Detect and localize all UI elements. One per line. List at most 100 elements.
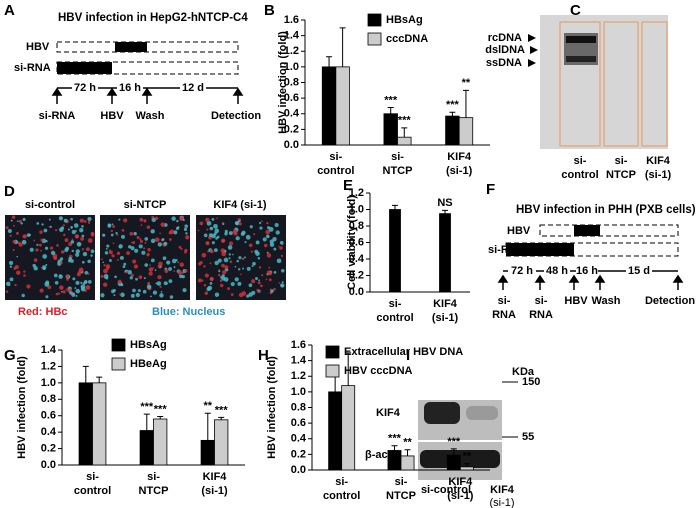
duration: 72 h <box>511 265 533 277</box>
band-label: rcDNA <box>488 32 522 44</box>
speckle <box>127 269 132 275</box>
event: RNA <box>529 309 553 321</box>
speckle <box>42 254 48 259</box>
label-bg <box>180 81 206 95</box>
speckle <box>260 284 263 288</box>
speckle <box>75 294 78 297</box>
event: si- <box>535 295 548 307</box>
speckle <box>168 279 173 284</box>
speckle <box>12 240 17 244</box>
speckle <box>117 279 122 284</box>
speckle <box>35 248 39 252</box>
speckle <box>166 260 171 265</box>
speckle <box>16 270 21 275</box>
y-tick-label: 0.2 <box>284 123 299 135</box>
x-tick-label: si- <box>147 471 160 483</box>
speckle <box>164 269 169 273</box>
speckle <box>267 271 273 276</box>
label-bg <box>117 81 143 95</box>
bar <box>445 115 460 146</box>
error-bar <box>462 89 469 118</box>
speckle <box>179 262 184 267</box>
speckle <box>261 274 264 277</box>
speckle <box>162 256 167 261</box>
speckle <box>87 272 90 275</box>
speckle <box>265 229 271 235</box>
speckle <box>71 229 76 235</box>
speckle <box>130 246 135 251</box>
speckle <box>76 272 81 277</box>
speckle <box>150 229 155 234</box>
duration: 72 h <box>74 82 96 94</box>
label-bg <box>544 264 570 278</box>
speckle <box>10 219 13 222</box>
speckle <box>87 217 92 222</box>
speckle <box>144 263 149 267</box>
speckle <box>132 288 136 293</box>
speckle <box>118 218 121 221</box>
error-bar <box>463 463 470 467</box>
speckle <box>18 242 23 247</box>
speckle <box>203 265 206 268</box>
speckle <box>119 293 122 296</box>
y-axis-label: HBV infection (fold) <box>277 31 289 134</box>
speckle <box>241 291 247 296</box>
row-label: KIF4 <box>376 407 401 419</box>
y-tick-label: 0.6 <box>291 417 306 429</box>
speckle <box>205 217 210 223</box>
label-bg <box>72 81 98 95</box>
speckle <box>54 228 58 232</box>
speckle <box>248 292 253 297</box>
speckle <box>106 244 110 248</box>
speckle <box>154 269 157 271</box>
speckle <box>150 238 156 244</box>
speckle <box>72 277 76 281</box>
error-bar <box>143 413 150 431</box>
speckle <box>16 220 19 223</box>
speckle <box>171 216 176 221</box>
speckle <box>258 221 262 225</box>
legend-swatch <box>367 13 382 27</box>
y-tick-label: 1.4 <box>284 30 300 42</box>
speckle <box>112 289 116 292</box>
speckle <box>59 285 64 290</box>
legend-label: HBV cccDNA <box>344 365 413 377</box>
speckle <box>209 281 213 285</box>
speckle <box>238 219 241 223</box>
event: RNA <box>492 309 516 321</box>
speckle <box>47 285 52 290</box>
speckle <box>75 288 81 294</box>
speckle <box>44 246 49 250</box>
speckle <box>116 251 121 256</box>
speckle <box>152 290 158 295</box>
speckle <box>228 231 233 236</box>
bar <box>397 136 412 146</box>
marker-label: 150 <box>522 376 540 388</box>
speckle <box>275 230 280 235</box>
speckle <box>87 280 92 284</box>
speckle <box>177 261 180 264</box>
speckle <box>268 266 271 269</box>
duration: 15 d <box>628 265 650 277</box>
speckle <box>241 230 246 235</box>
speckle <box>249 225 253 229</box>
speckle <box>53 273 58 278</box>
speckle <box>70 217 73 221</box>
speckle <box>102 261 105 264</box>
speckle <box>107 223 111 227</box>
lane-label: si- <box>615 155 628 167</box>
speckle <box>60 250 65 254</box>
legend-label: HBsAg <box>130 339 167 351</box>
x-tick-label: si- <box>335 476 348 488</box>
speckle <box>278 245 280 248</box>
speckle <box>44 282 50 287</box>
speckle <box>68 256 72 261</box>
error-bar <box>339 27 346 67</box>
speckle <box>87 221 91 224</box>
error-bar <box>82 365 89 383</box>
speckle <box>148 267 154 272</box>
error-bar <box>401 127 408 138</box>
y-tick-label: 0.4 <box>291 433 307 445</box>
speckle <box>122 265 126 269</box>
speckle <box>5 281 11 287</box>
